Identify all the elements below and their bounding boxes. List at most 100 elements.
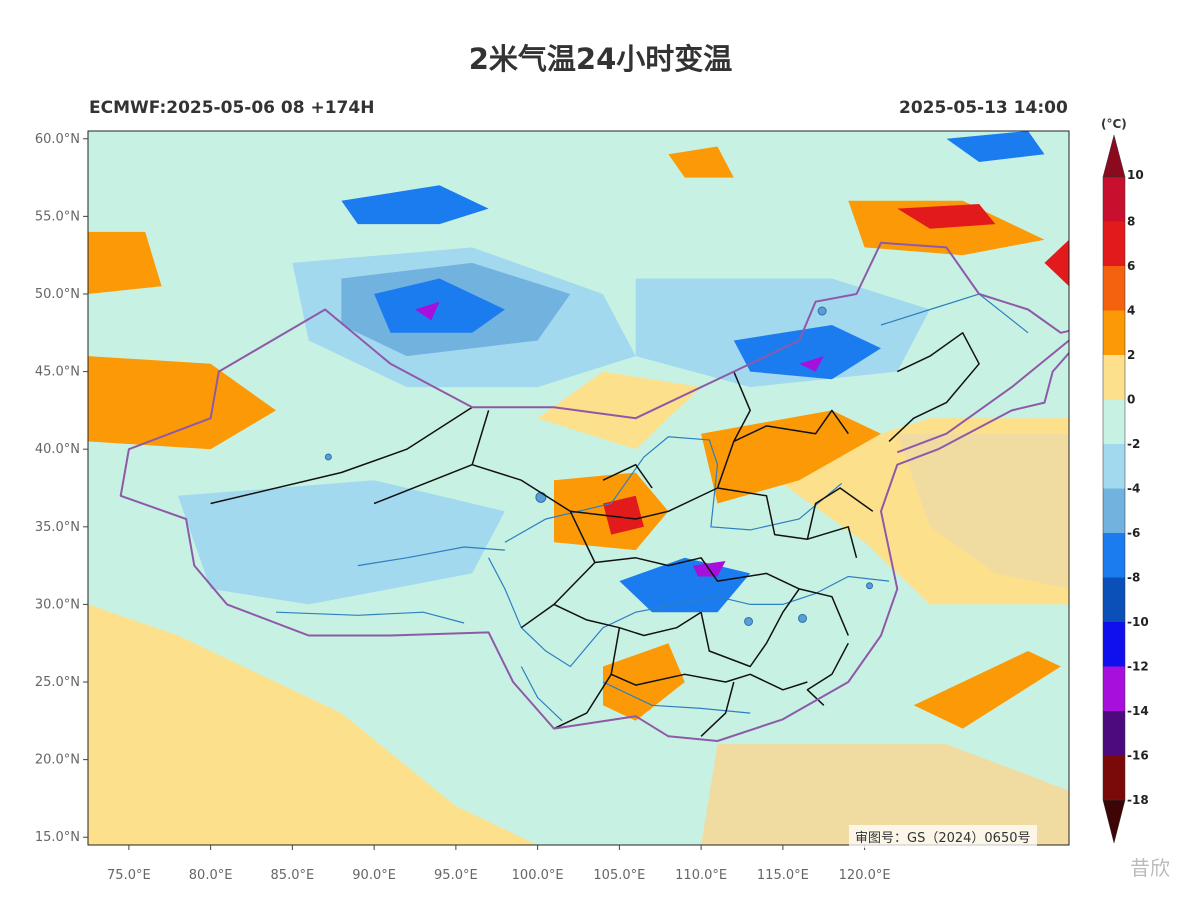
temperature-region: [341, 185, 489, 225]
temperature-region: [537, 371, 702, 450]
colorbar-swatch: [1103, 177, 1125, 222]
lake: [817, 306, 827, 316]
colorbar-swatch: [1103, 622, 1125, 667]
colorbar-min-triangle: [1102, 799, 1126, 844]
temperature-region: [848, 200, 1045, 256]
province-boundary: [602, 463, 653, 489]
latitude-tick-label: 15.0°N: [35, 830, 80, 845]
river: [504, 436, 843, 543]
temperature-region: [415, 301, 440, 321]
colorbar: 10 8 6 4 2 0 -2 -4 -6 -8 -10 -12 -14 -16 -18: [1102, 134, 1149, 844]
lake: [797, 613, 807, 623]
latitude-tick-label: 30.0°N: [35, 597, 80, 612]
colorbar-unit: (°C): [1101, 117, 1127, 131]
river: [880, 293, 1029, 334]
colorbar-level-label: 2: [1127, 348, 1135, 362]
map-frame: [87, 130, 1070, 846]
latitude-tick-label: 35.0°N: [35, 520, 80, 535]
colorbar-level-label: -6: [1127, 526, 1140, 540]
lake: [324, 453, 332, 461]
watermark: 昔欣: [1130, 856, 1170, 880]
lake: [866, 582, 874, 590]
longitude-tick-label: 85.0°E: [271, 868, 315, 883]
river-layer: [275, 293, 1029, 722]
province-boundary: [716, 409, 849, 489]
river: [488, 557, 890, 668]
colorbar-level-label: -18: [1127, 793, 1149, 807]
national-border: [896, 339, 1069, 454]
province-boundary: [733, 371, 751, 442]
province-boundary-layer: [210, 332, 980, 737]
valid-time-label: 2025-05-13 14:00: [899, 98, 1068, 118]
longitude-tick-label: 95.0°E: [434, 868, 478, 883]
province-boundary: [806, 487, 874, 540]
colorbar-level-label: 10: [1127, 168, 1144, 182]
province-boundary: [700, 588, 800, 668]
colorbar-frame: [1102, 176, 1126, 801]
province-boundary: [806, 642, 849, 706]
temperature-region: [701, 410, 881, 504]
colorbar-swatch: [1103, 399, 1125, 445]
temperature-region: [88, 604, 538, 845]
latitude-tick-label: 25.0°N: [35, 675, 80, 690]
latitude-tick-label: 45.0°N: [35, 365, 80, 380]
colorbar-level-label: -2: [1127, 437, 1140, 451]
province-boundary: [553, 673, 612, 730]
colorbar-max-triangle: [1102, 134, 1126, 178]
temperature-region: [913, 651, 1061, 729]
longitude-tick-label: 100.0°E: [512, 868, 564, 883]
temperature-region: [701, 744, 1069, 845]
province-boundary: [210, 406, 473, 505]
colorbar-swatch: [1103, 755, 1125, 801]
temperature-region: [1044, 239, 1069, 287]
longitude-tick-label: 105.0°E: [593, 868, 645, 883]
province-boundary: [471, 410, 490, 465]
province-boundary: [553, 603, 702, 637]
province-boundary: [700, 681, 735, 737]
temperature-region: [603, 643, 685, 721]
national-border-layer: [119, 241, 1069, 742]
lake: [744, 616, 754, 626]
colorbar-level-label: -8: [1127, 571, 1140, 585]
lake: [535, 491, 547, 503]
temperature-fill-layer: [88, 131, 1069, 845]
river: [520, 666, 563, 722]
latitude-tick-label: 40.0°N: [35, 442, 80, 457]
latitude-tick-label: 20.0°N: [35, 753, 80, 768]
temperature-region: [897, 204, 996, 229]
map-approval-stamp: 审图号：GS（2024）0650号: [849, 825, 1037, 848]
longitude-tick-label: 110.0°E: [675, 868, 727, 883]
latitude-tick-label: 60.0°N: [35, 132, 80, 147]
latitude-tick-label: 55.0°N: [35, 209, 80, 224]
temperature-region: [374, 278, 505, 333]
colorbar-swatch: [1103, 711, 1125, 756]
colorbar-level-label: -10: [1127, 615, 1149, 629]
colorbar-level-label: 8: [1127, 215, 1135, 229]
temperature-region: [88, 231, 162, 294]
longitude-axis: 75.0°E 80.0°E 85.0°E 90.0°E 95.0°E 100.0°E 105…: [107, 845, 891, 883]
longitude-tick-label: 115.0°E: [757, 868, 809, 883]
temperature-region: [946, 131, 1045, 162]
colorbar-swatch: [1103, 266, 1125, 311]
colorbar-swatch: [1103, 355, 1125, 400]
colorbar-level-label: 4: [1127, 304, 1135, 318]
temperature-region: [897, 433, 1069, 589]
colorbar-level-label: -12: [1127, 660, 1149, 674]
colorbar-swatch: [1103, 488, 1125, 534]
province-boundary: [610, 627, 808, 691]
colorbar-swatch: [1103, 221, 1125, 267]
longitude-tick-label: 75.0°E: [107, 868, 151, 883]
colorbar-swatch: [1103, 577, 1125, 623]
longitude-tick-label: 90.0°E: [352, 868, 396, 883]
colorbar-level-label: -4: [1127, 482, 1140, 496]
colorbar-swatch: [1103, 310, 1125, 356]
temperature-region: [603, 495, 644, 535]
province-boundary: [888, 332, 980, 442]
colorbar-swatch: [1103, 533, 1125, 578]
map-title: 2米气温24小时变温: [468, 42, 733, 76]
latitude-axis: 60.0°N 55.0°N 50.0°N 45.0°N 40.0°N 35.0°N 30.0…: [35, 132, 88, 845]
temperature-region: [88, 356, 276, 450]
province-boundary: [570, 487, 858, 558]
colorbar-level-label: -14: [1127, 704, 1149, 718]
